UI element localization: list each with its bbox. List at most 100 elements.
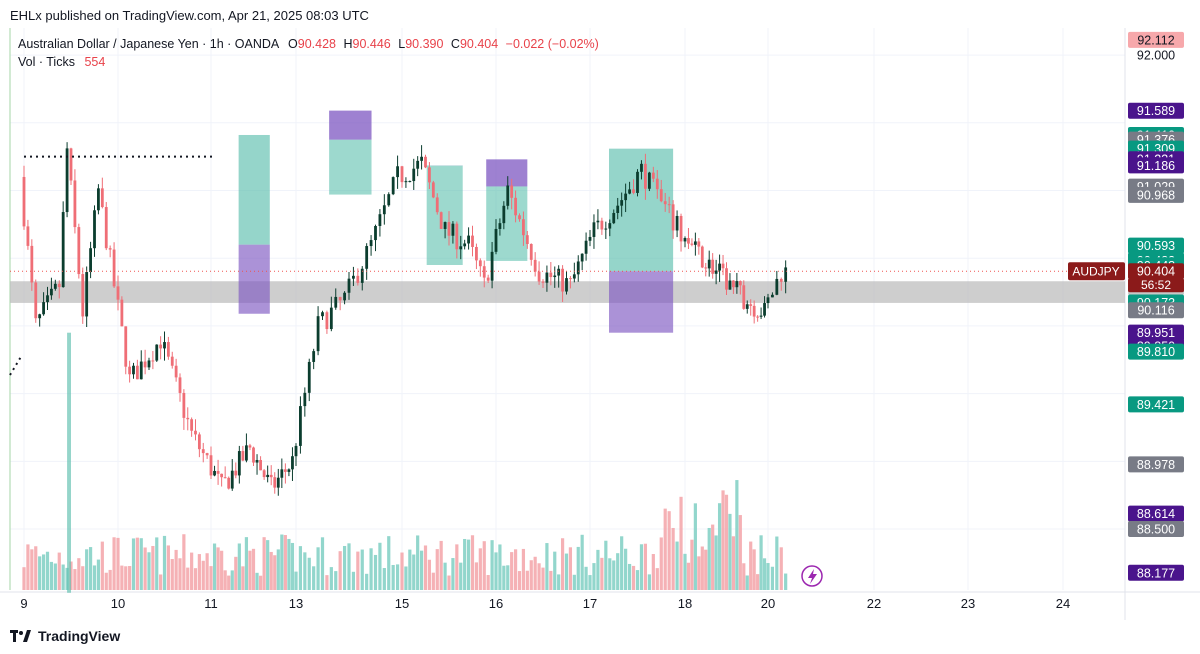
candle-body <box>299 406 302 446</box>
candle-body <box>273 477 277 488</box>
candle-body <box>711 259 715 274</box>
volume-bar <box>466 539 471 590</box>
price-axis-label-bg <box>1128 31 1184 48</box>
volume-bar <box>26 544 30 590</box>
volume-bar <box>262 537 266 590</box>
volume-bar <box>584 566 588 590</box>
candle-body <box>431 182 435 198</box>
volume-bar <box>711 524 715 590</box>
price-axis-label: 88.177 <box>1137 566 1175 580</box>
candle-body <box>312 351 316 362</box>
candle-body <box>197 434 201 450</box>
volume-bar <box>81 566 85 590</box>
price-axis-label-bg <box>1128 505 1184 522</box>
tradingview-brand[interactable]: TradingView <box>10 628 120 644</box>
volume-bar <box>745 575 749 590</box>
candle-body <box>139 361 143 380</box>
volume-bar <box>506 565 510 590</box>
volume-bar <box>427 559 432 590</box>
volume-bar <box>186 567 190 590</box>
change-value: −0.022 (−0.02%) <box>505 37 599 51</box>
volume-bar <box>443 562 447 590</box>
volume-bar <box>356 551 360 590</box>
candle-body <box>636 171 639 193</box>
candle-body <box>108 248 112 250</box>
candle-body <box>248 445 252 448</box>
candle-body <box>303 392 307 407</box>
candle-body <box>128 366 132 375</box>
volume-bar <box>269 551 273 590</box>
price-axis-label: 89.810 <box>1137 345 1175 359</box>
volume-bar <box>624 548 628 590</box>
published-caption: EHLx published on TradingView.com, Apr 2… <box>10 8 369 23</box>
volume-bar <box>690 539 694 590</box>
candle-body <box>135 365 139 380</box>
volume-bar <box>100 541 104 590</box>
volume-bar <box>212 543 217 590</box>
volume-bar <box>112 537 116 590</box>
position-stop-box <box>238 244 270 314</box>
volume-bar <box>170 559 174 590</box>
position-target-box <box>238 134 270 245</box>
price-axis-label: 90.404 <box>1137 265 1175 279</box>
candle-body <box>46 295 49 303</box>
volume-bar <box>266 540 270 590</box>
volume-bar <box>643 543 648 590</box>
price-axis-label: 89.421 <box>1137 398 1175 412</box>
symbol-name: Australian Dollar / Japanese Yen · 1h · … <box>18 37 279 51</box>
volume-bar <box>431 572 435 590</box>
candle-body <box>61 212 65 288</box>
volume-bar <box>22 567 26 590</box>
volume-bar <box>545 543 549 590</box>
volume-bar <box>439 540 443 590</box>
volume-bar <box>135 537 139 590</box>
candle-body <box>584 240 588 254</box>
lightning-icon[interactable] <box>801 565 823 587</box>
candle-body <box>325 312 329 330</box>
candle-body <box>276 477 280 488</box>
volume-bar <box>714 535 718 590</box>
candle-body <box>428 167 431 183</box>
candle-body <box>588 236 592 241</box>
candle-body <box>230 470 234 489</box>
symbol-tag-bg <box>1068 262 1125 281</box>
price-axis-label: 88.978 <box>1137 458 1175 472</box>
volume-bar <box>775 536 779 590</box>
volume-bar <box>220 550 224 590</box>
volume-bar <box>316 547 320 590</box>
candle-body <box>73 180 77 228</box>
volume-bar <box>675 541 679 590</box>
candle-body <box>209 455 213 476</box>
candle-body <box>572 274 576 279</box>
volume-bar <box>707 527 711 590</box>
candle-body <box>280 469 284 478</box>
volume-bar <box>620 536 624 590</box>
volume-bar <box>351 571 356 590</box>
candle-body <box>321 312 324 317</box>
candle-body <box>416 160 420 169</box>
price-axis-label: 91.589 <box>1137 104 1175 118</box>
price-axis-label: 88.500 <box>1137 523 1175 537</box>
price-axis-label-bg <box>1128 456 1184 473</box>
volume-bar <box>53 563 57 590</box>
volume-bar <box>592 563 596 590</box>
candle-body <box>241 451 245 461</box>
candle-body <box>178 377 182 393</box>
candle-body <box>471 235 474 247</box>
volume-bar <box>731 536 736 590</box>
volume-bar <box>178 558 182 590</box>
volume-bar <box>717 503 722 590</box>
candle-body <box>259 459 262 471</box>
candle-body <box>424 156 427 168</box>
volume-bar <box>182 534 186 590</box>
candle-body <box>478 260 482 267</box>
position-stop-box <box>486 159 528 187</box>
volume-bar <box>647 574 651 590</box>
support-zone-band <box>10 281 1125 303</box>
open-label: O <box>288 37 298 51</box>
volume-bar <box>92 565 97 590</box>
candle-body <box>100 188 104 208</box>
candle-body <box>545 272 549 283</box>
volume-bar <box>287 538 291 590</box>
